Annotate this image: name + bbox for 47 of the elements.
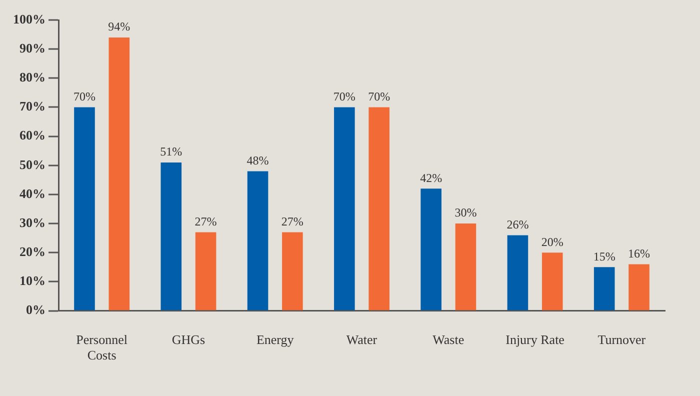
bar	[195, 232, 216, 310]
x-tick-label: Energy	[256, 332, 294, 348]
y-tick-label: 40%	[20, 186, 46, 201]
x-tick-label: Water	[346, 332, 378, 348]
data-label: 26%	[506, 217, 529, 232]
y-tick-label: 50%	[20, 156, 46, 172]
x-tick-label: GHGs	[172, 332, 206, 348]
x-tick-label: Injury Rate	[506, 332, 565, 348]
y-tick-label: 0%	[26, 302, 46, 318]
bar	[420, 188, 442, 310]
data-label: 27%	[281, 214, 304, 228]
x-tick-label: Waste	[432, 332, 464, 348]
data-label: 94%	[108, 20, 130, 34]
y-tick-label: 90%	[20, 40, 46, 56]
x-tick-label: Turnover	[598, 332, 646, 348]
y-tick-label: 70%	[20, 98, 46, 114]
data-label: 27%	[194, 214, 217, 228]
y-tick-label: 80%	[20, 70, 46, 85]
bar	[594, 267, 615, 310]
bar	[334, 107, 355, 310]
bar	[455, 224, 476, 310]
data-label: 42%	[420, 170, 442, 185]
bar	[247, 171, 268, 310]
bar	[368, 107, 390, 310]
category-label: Costs	[87, 348, 116, 363]
bar	[282, 232, 303, 310]
data-label: 30%	[454, 206, 477, 220]
data-label: 15%	[593, 249, 616, 264]
y-tick-label: 100%	[13, 11, 46, 26]
data-label: 48%	[246, 153, 269, 168]
data-label: 20%	[541, 234, 564, 249]
bar	[108, 37, 130, 310]
y-tick-label: 60%	[20, 128, 46, 143]
bar	[542, 252, 563, 310]
data-label: 70%	[73, 89, 96, 104]
bar	[74, 107, 95, 310]
data-label: 51%	[160, 144, 182, 159]
data-label: 16%	[628, 246, 650, 260]
bar	[628, 264, 650, 310]
bar	[507, 235, 528, 310]
y-tick-label: 10%	[20, 273, 46, 288]
y-tick-label: 30%	[20, 214, 46, 230]
category-label: Personnel	[76, 332, 128, 348]
y-tick-label: 20%	[20, 244, 46, 259]
bar	[160, 162, 182, 310]
data-label: 70%	[333, 89, 356, 104]
data-label: 70%	[368, 89, 390, 104]
